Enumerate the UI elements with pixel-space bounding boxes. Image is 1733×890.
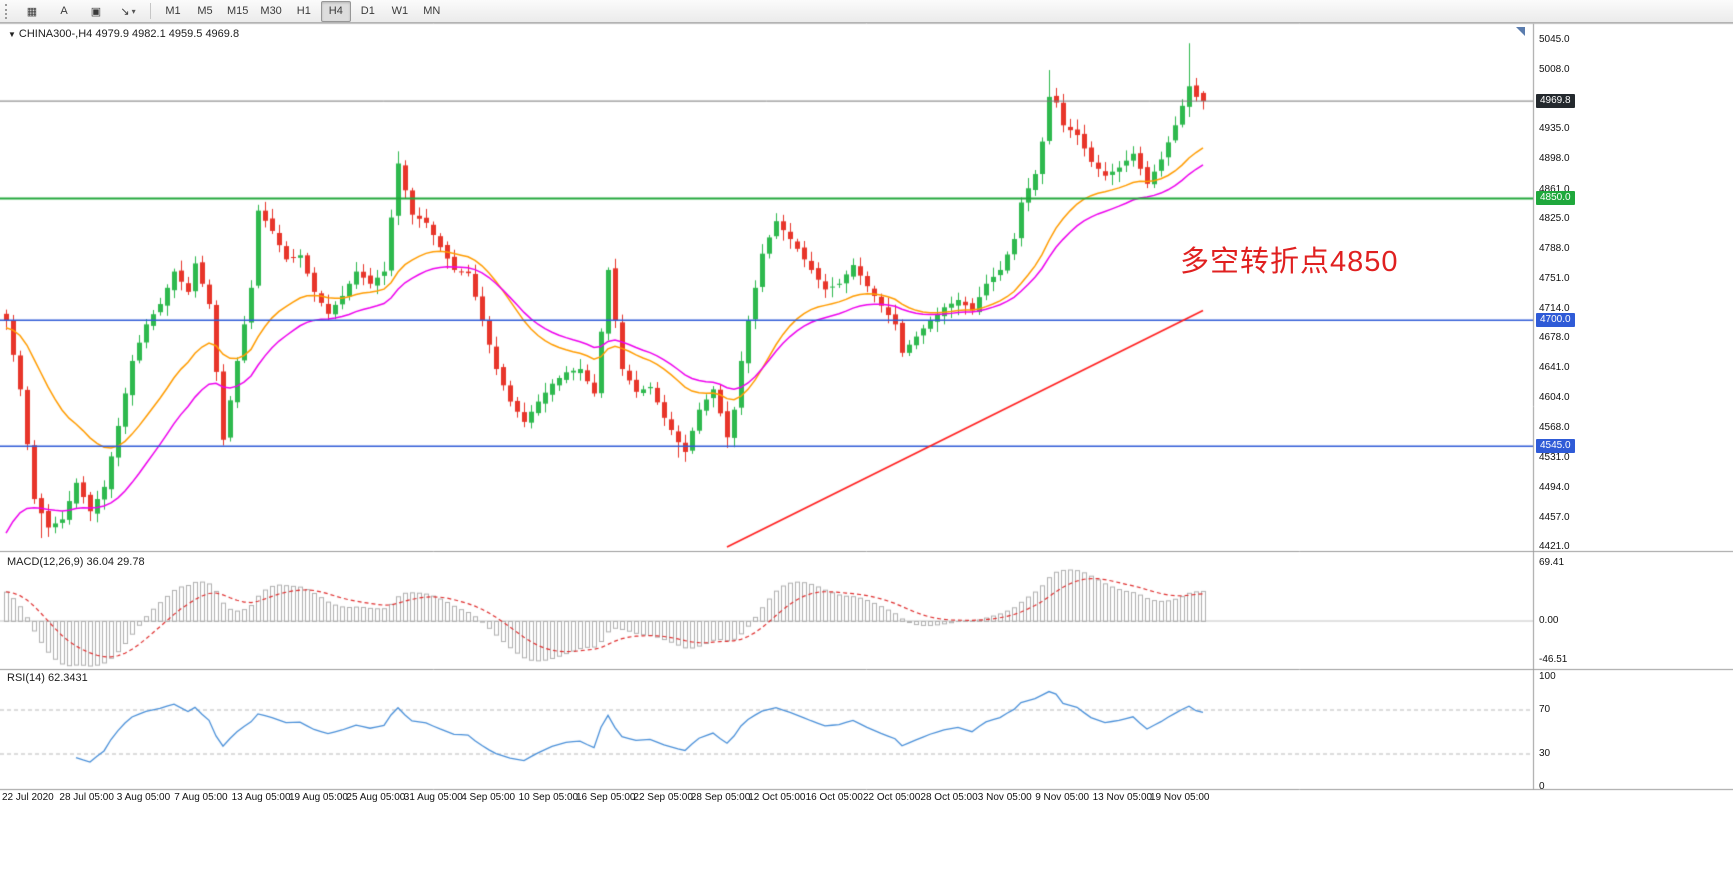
toolbar-grip-handle[interactable]: [5, 3, 11, 19]
time-axis-label: 3 Nov 05:00: [977, 792, 1032, 803]
time-axis[interactable]: 22 Jul 2020 28 Jul 05:00 3 Aug 05:00 7 Aug …: [0, 790, 1533, 808]
current-price-badge: 4969.8: [1536, 94, 1575, 109]
time-axis-label: 22 Jul 2020: [2, 792, 54, 803]
axis-tick-label: 30: [1539, 748, 1551, 759]
timeframe-button-m5[interactable]: M5: [197, 5, 213, 17]
axis-tick-label: -46.51: [1539, 653, 1568, 665]
axis-tick-label: 5008.0: [1539, 64, 1570, 76]
axis-tick-label: 4751.0: [1539, 272, 1570, 284]
timeframe-button-h4[interactable]: H4: [320, 0, 351, 22]
timeframe-button-h1[interactable]: H1: [296, 5, 311, 17]
axis-tick-label: 4568.0: [1539, 421, 1570, 433]
axis-tick-label: 4494.0: [1539, 481, 1570, 493]
axis-tick-label: 4457.0: [1539, 511, 1570, 523]
time-axis-label: 16 Oct 05:00: [805, 792, 863, 803]
chart-shift-marker-icon[interactable]: [1516, 27, 1525, 36]
time-axis-label: 22 Oct 05:00: [863, 792, 921, 803]
time-axis-label: 10 Sep 05:00: [518, 792, 579, 803]
axis-tick-label: 0: [1539, 781, 1545, 792]
time-axis-label: 19 Aug 05:00: [289, 792, 348, 803]
time-axis-label: 22 Sep 05:00: [633, 792, 693, 803]
time-axis-label: 28 Jul 05:00: [59, 792, 114, 803]
axis-tick-label: 4788.0: [1539, 242, 1570, 254]
time-axis-label: 28 Oct 05:00: [920, 792, 978, 803]
time-axis-label: 31 Aug 05:00: [403, 792, 463, 803]
toolbar: ▦ A ▣ ↘ ▾ M1 M5 M15 M30 H1 H4 D1 W1 MN: [0, 0, 1733, 23]
price-level-badge: 4700.0: [1536, 313, 1575, 328]
time-axis-label: 19 Nov 05:00: [1150, 792, 1210, 803]
arrow-tool-icon[interactable]: ↘ ▾: [120, 5, 136, 18]
axis-tick-label: 4714.0: [1539, 302, 1570, 314]
axis-tick-label: 0.00: [1539, 615, 1559, 626]
axis-tick-label: 70: [1539, 704, 1551, 715]
axis-tick-label: 4604.0: [1539, 392, 1570, 404]
time-axis-label: 13 Aug 05:00: [231, 792, 291, 803]
timeframe-button-m30[interactable]: M30: [260, 5, 282, 17]
text-label-tool-icon[interactable]: A: [60, 5, 68, 17]
axis-tick-label: 69.41: [1539, 557, 1565, 568]
price-axis[interactable]: 5045.0 5008.0 4935.0 4898.0 4861.0 4825.0 4788…: [1534, 0, 1733, 890]
axis-tick-label: 5045.0: [1539, 34, 1570, 45]
axis-tick-label: 4531.0: [1539, 451, 1570, 463]
time-axis-label: 4 Sep 05:00: [461, 792, 516, 803]
axis-tick-label: 4678.0: [1539, 332, 1570, 344]
axis-tick-label: 100: [1539, 671, 1556, 682]
time-axis-label: 13 Nov 05:00: [1092, 792, 1153, 803]
timeframe-button-mn[interactable]: MN: [423, 5, 441, 17]
chart-window-icon[interactable]: ▦: [26, 5, 38, 18]
axis-tick-label: 4898.0: [1539, 153, 1570, 165]
toolbar-separator: [150, 3, 151, 19]
time-axis-label: 7 Aug 05:00: [174, 792, 228, 803]
macd-indicator-label: MACD(12,26,9) 36.04 29.78: [7, 556, 145, 568]
axis-tick-label: 4935.0: [1539, 123, 1570, 135]
price-level-badge: 4545.0: [1536, 439, 1575, 454]
time-axis-label: 25 Aug 05:00: [346, 792, 406, 803]
time-axis-label: 12 Oct 05:00: [748, 792, 806, 803]
symbol-ohlc-label: ▼ CHINA300-,H4 4979.9 4982.1 4959.5 4969.…: [8, 28, 239, 40]
time-axis-label: 3 Aug 05:00: [116, 792, 171, 803]
time-axis-label: 9 Nov 05:00: [1035, 792, 1090, 803]
timeframe-button-m1[interactable]: M1: [165, 5, 181, 17]
price-level-badge: 4850.0: [1536, 191, 1575, 206]
axis-tick-label: 4421.0: [1539, 541, 1570, 552]
timeframe-button-m15[interactable]: M15: [227, 5, 249, 17]
timeframe-button-d1[interactable]: D1: [360, 5, 375, 17]
time-axis-label: 16 Sep 05:00: [576, 792, 636, 803]
text-box-tool-icon[interactable]: ▣: [90, 5, 102, 18]
time-axis-label: 28 Sep 05:00: [690, 792, 751, 803]
symbol-dropdown-icon[interactable]: ▼: [8, 30, 16, 39]
rsi-indicator-label: RSI(14) 62.3431: [7, 672, 88, 684]
axis-tick-label: 4825.0: [1539, 212, 1570, 224]
symbol-ohlc-text: CHINA300-,H4 4979.9 4982.1 4959.5 4969.8: [18, 28, 240, 40]
chart-annotation-text[interactable]: 多空转折点4850: [1180, 246, 1399, 278]
axis-tick-label: 4861.0: [1539, 183, 1570, 195]
axis-tick-label: 4641.0: [1539, 362, 1570, 374]
dropdown-caret-icon: ▾: [131, 6, 136, 16]
timeframe-button-w1[interactable]: W1: [391, 5, 409, 17]
